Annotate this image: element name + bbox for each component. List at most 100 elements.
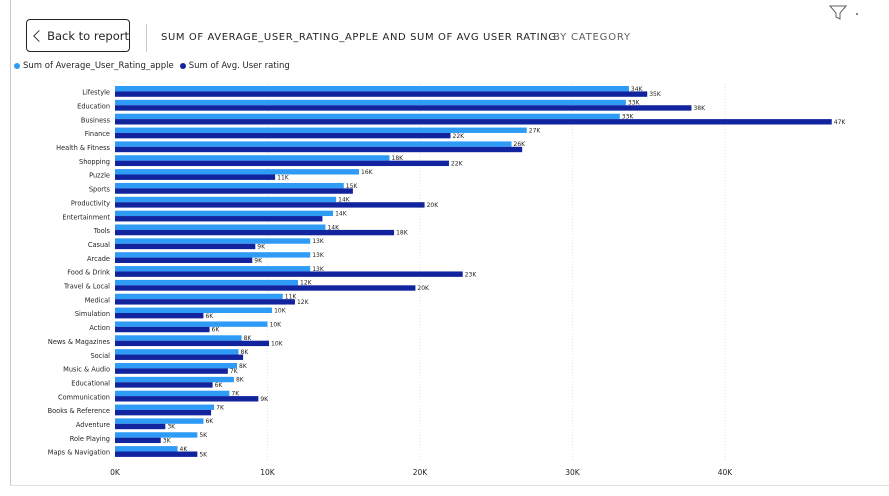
data-label-avg-casual: 9K bbox=[257, 244, 266, 251]
bar-apple-adventure[interactable] bbox=[115, 418, 204, 424]
bar-apple-finance[interactable] bbox=[115, 127, 527, 133]
x-tick-label: 20K bbox=[413, 468, 429, 477]
category-label-maps-and-navigation: Maps & Navigation bbox=[48, 449, 110, 457]
bar-avg-business[interactable] bbox=[115, 119, 832, 125]
bar-apple-productivity[interactable] bbox=[115, 196, 337, 203]
bar-avg-news-and-magazines[interactable] bbox=[115, 340, 270, 347]
bar-apple-entertainment[interactable] bbox=[115, 210, 334, 217]
data-label-avg-role-playing: 3K bbox=[163, 437, 172, 444]
category-label-sports: Sports bbox=[89, 186, 111, 194]
bar-apple-action[interactable] bbox=[115, 321, 268, 327]
bar-avg-casual[interactable] bbox=[115, 243, 256, 250]
chevron-left-icon bbox=[33, 29, 40, 42]
legend-item-apple[interactable]: Sum of Average_User_Rating_apple bbox=[14, 61, 174, 71]
filter-icon[interactable] bbox=[829, 5, 847, 21]
more-options-icon[interactable] bbox=[856, 13, 858, 15]
bar-avg-sports[interactable] bbox=[115, 188, 353, 194]
bar-avg-puzzle[interactable] bbox=[115, 174, 276, 180]
back-button-label: Back to report bbox=[47, 28, 129, 43]
bar-avg-social[interactable] bbox=[115, 354, 244, 360]
data-label-avg-maps-and-navigation: 5K bbox=[199, 451, 208, 458]
bar-avg-entertainment[interactable] bbox=[115, 216, 323, 222]
bar-avg-role-playing[interactable] bbox=[115, 437, 161, 444]
bar-apple-education[interactable] bbox=[115, 99, 626, 106]
bar-avg-books-and-reference[interactable] bbox=[115, 409, 212, 416]
bar-apple-social[interactable] bbox=[115, 349, 239, 355]
bar-avg-simulation[interactable] bbox=[115, 313, 204, 319]
bar-apple-business[interactable] bbox=[115, 113, 620, 120]
bar-avg-arcade[interactable] bbox=[115, 257, 253, 263]
data-label-apple-lifestyle: 34K bbox=[631, 86, 644, 93]
bar-avg-adventure[interactable] bbox=[115, 423, 166, 430]
bar-avg-action[interactable] bbox=[115, 326, 210, 333]
bar-avg-maps-and-navigation[interactable] bbox=[115, 451, 198, 457]
data-label-apple-maps-and-navigation: 4K bbox=[180, 446, 189, 453]
bar-avg-communication[interactable] bbox=[115, 396, 259, 402]
bar-avg-educational[interactable] bbox=[115, 382, 213, 388]
bar-apple-books-and-reference[interactable] bbox=[115, 404, 215, 410]
category-label-food-and-drink: Food & Drink bbox=[67, 269, 110, 277]
bar-avg-finance[interactable] bbox=[115, 132, 451, 139]
bar-avg-shopping[interactable] bbox=[115, 160, 449, 167]
bar-apple-travel-and-local[interactable] bbox=[115, 279, 298, 286]
bar-apple-health-and-fitness[interactable] bbox=[115, 141, 512, 147]
bar-apple-shopping[interactable] bbox=[115, 155, 390, 161]
category-label-action: Action bbox=[89, 324, 110, 332]
data-label-apple-news-and-magazines: 8K bbox=[244, 335, 253, 342]
category-label-educational: Educational bbox=[71, 379, 110, 387]
bar-avg-food-and-drink[interactable] bbox=[115, 271, 463, 277]
data-label-apple-puzzle: 16K bbox=[361, 169, 374, 176]
bar-apple-tools[interactable] bbox=[115, 224, 326, 230]
back-to-report-button[interactable]: Back to report bbox=[26, 19, 130, 52]
bar-apple-news-and-magazines[interactable] bbox=[115, 335, 242, 341]
data-label-avg-music-and-audio: 7K bbox=[230, 368, 239, 375]
left-border bbox=[10, 0, 11, 486]
category-label-news-and-magazines: News & Magazines bbox=[48, 338, 111, 346]
bar-apple-role-playing[interactable] bbox=[115, 432, 198, 438]
data-label-apple-arcade: 13K bbox=[312, 252, 325, 259]
bar-apple-food-and-drink[interactable] bbox=[115, 266, 311, 272]
bar-avg-music-and-audio[interactable] bbox=[115, 368, 228, 374]
bar-apple-educational[interactable] bbox=[115, 376, 234, 383]
bar-apple-lifestyle[interactable] bbox=[115, 86, 629, 92]
bar-apple-music-and-audio[interactable] bbox=[115, 363, 237, 369]
x-tick-label: 0K bbox=[110, 468, 121, 477]
data-label-avg-travel-and-local: 20K bbox=[417, 285, 430, 292]
data-label-apple-food-and-drink: 13K bbox=[312, 266, 325, 273]
data-label-apple-education: 33K bbox=[628, 100, 641, 107]
bar-apple-maps-and-navigation[interactable] bbox=[115, 446, 178, 452]
bar-avg-medical[interactable] bbox=[115, 299, 295, 305]
bar-avg-productivity[interactable] bbox=[115, 202, 425, 208]
category-label-books-and-reference: Books & Reference bbox=[48, 407, 110, 415]
category-label-lifestyle: Lifestyle bbox=[82, 89, 110, 97]
bar-apple-simulation[interactable] bbox=[115, 307, 273, 313]
bar-apple-casual[interactable] bbox=[115, 238, 311, 244]
bar-avg-education[interactable] bbox=[115, 105, 692, 111]
x-tick-label: 10K bbox=[260, 468, 276, 477]
data-label-avg-educational: 6K bbox=[215, 382, 224, 389]
bar-apple-medical[interactable] bbox=[115, 293, 283, 300]
chart-legend: Sum of Average_User_Rating_apple Sum of … bbox=[14, 61, 296, 71]
bar-apple-arcade[interactable] bbox=[115, 252, 311, 258]
legend-item-avg[interactable]: Sum of Avg. User rating bbox=[179, 61, 290, 71]
category-label-simulation: Simulation bbox=[75, 310, 110, 318]
data-label-apple-music-and-audio: 8K bbox=[239, 363, 248, 370]
data-label-apple-action: 10K bbox=[270, 321, 283, 328]
bar-apple-communication[interactable] bbox=[115, 390, 230, 397]
legend-label-avg: Sum of Avg. User rating bbox=[188, 61, 290, 71]
data-label-apple-tools: 14K bbox=[327, 224, 340, 231]
bar-avg-travel-and-local[interactable] bbox=[115, 285, 416, 291]
data-label-avg-productivity: 20K bbox=[427, 202, 440, 209]
x-tick-label: 40K bbox=[718, 468, 734, 477]
bar-avg-health-and-fitness[interactable] bbox=[115, 146, 523, 153]
data-label-avg-finance: 22K bbox=[453, 133, 466, 140]
bar-apple-puzzle[interactable] bbox=[115, 169, 359, 175]
category-label-shopping: Shopping bbox=[79, 158, 110, 166]
data-label-apple-health-and-fitness: 26K bbox=[514, 141, 527, 148]
bar-apple-sports[interactable] bbox=[115, 182, 344, 189]
data-label-apple-business: 33K bbox=[622, 114, 635, 121]
category-label-role-playing: Role Playing bbox=[70, 435, 110, 443]
bar-avg-lifestyle[interactable] bbox=[115, 91, 648, 97]
bar-avg-tools[interactable] bbox=[115, 229, 395, 236]
